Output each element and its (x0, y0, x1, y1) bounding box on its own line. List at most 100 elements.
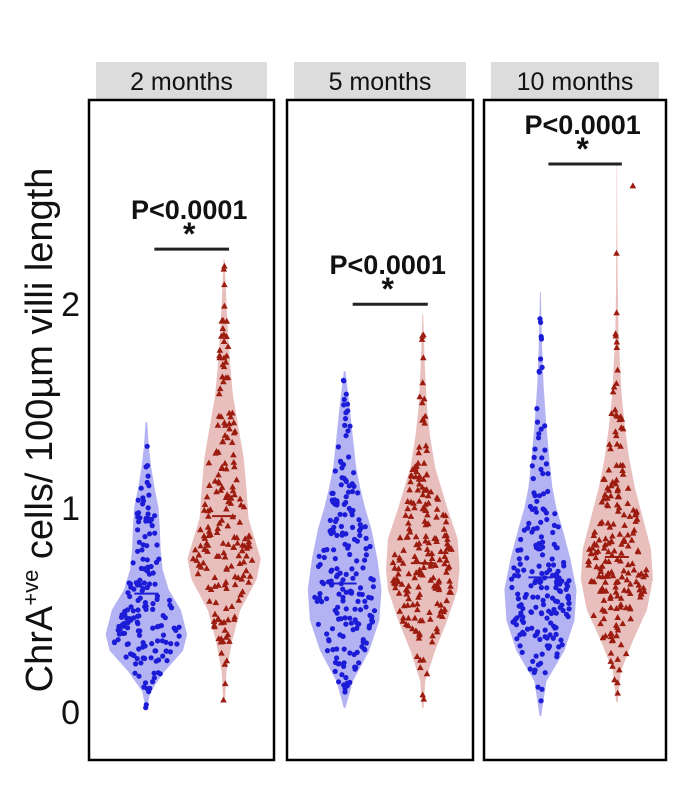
treated-point (413, 462, 420, 469)
control-point (151, 670, 157, 676)
treated-point (245, 578, 252, 585)
control-point (351, 470, 357, 476)
treated-point (212, 599, 220, 606)
treated-point (226, 420, 233, 427)
treated-point (405, 622, 412, 629)
treated-point (223, 565, 230, 572)
treated-point (444, 540, 451, 547)
control-point (536, 431, 542, 437)
control-point (370, 584, 376, 590)
treated-point (614, 578, 622, 585)
treated-point (441, 606, 448, 612)
treated-point (600, 597, 608, 603)
control-point (121, 630, 128, 636)
control-point (338, 482, 344, 488)
treated-point (642, 571, 650, 578)
control-point (538, 610, 545, 616)
treated-point (240, 503, 248, 510)
treated-point (597, 564, 604, 571)
panel-strip (491, 62, 659, 100)
control-point (328, 527, 334, 534)
control-point (336, 591, 342, 597)
panel-1: 2 months *P<0.0001 (87, 62, 276, 762)
treated-point (219, 539, 227, 546)
treated-point (617, 594, 625, 601)
treated-point (201, 545, 209, 552)
treated-point (618, 549, 625, 556)
treated-point (411, 614, 419, 621)
control-point (551, 606, 557, 613)
treated-point (240, 558, 248, 565)
treated-point (218, 516, 226, 523)
treated-point (612, 480, 620, 487)
treated-point (600, 475, 607, 482)
control-point (566, 606, 572, 612)
treated-point (422, 442, 430, 449)
treated-point (418, 335, 426, 342)
treated-point (624, 542, 632, 549)
treated-point (418, 399, 426, 406)
treated-point (224, 616, 232, 623)
control-point (529, 569, 535, 575)
control-point (533, 509, 540, 515)
control-point (348, 589, 355, 595)
treated-point (604, 494, 611, 501)
panel-title: 2 months (130, 68, 233, 96)
control-point (138, 485, 144, 491)
treated-point (420, 459, 428, 466)
control-point (312, 594, 318, 600)
treated-point (443, 557, 450, 563)
control-point (144, 443, 150, 449)
control-point (553, 610, 559, 616)
y-tick-label: 1 (61, 490, 80, 528)
treated-point (402, 511, 409, 518)
treated-point (448, 546, 455, 552)
control-point (545, 471, 551, 477)
control-point (350, 627, 356, 633)
treated-point (417, 664, 424, 671)
treated-point (411, 504, 418, 511)
treated-point (435, 586, 443, 593)
treated-point (595, 536, 603, 543)
treated-point (405, 570, 413, 577)
control-point (337, 570, 343, 576)
treated-point (215, 471, 222, 478)
treated-point (616, 530, 624, 537)
control-point (515, 573, 522, 579)
control-point (340, 594, 346, 600)
treated-point (225, 541, 232, 547)
treated-point (213, 529, 221, 535)
control-point (538, 534, 545, 540)
control-point (515, 568, 521, 574)
control-point (534, 498, 540, 504)
treated-point (617, 461, 624, 468)
treated-point (435, 577, 443, 584)
control-point (130, 608, 136, 614)
control-point (319, 599, 325, 605)
treated-point (221, 660, 229, 667)
control-point (550, 635, 556, 641)
treated-point (215, 448, 222, 455)
treated-point (420, 354, 427, 361)
treated-point (446, 588, 453, 595)
control-point (144, 584, 150, 591)
treated-point (214, 525, 222, 532)
treated-point (194, 570, 202, 577)
control-point (154, 542, 160, 548)
treated-point (425, 539, 433, 546)
treated-point (609, 662, 616, 669)
treated-point (405, 519, 412, 526)
panel-frame (285, 98, 475, 762)
treated-point (201, 501, 209, 507)
treated-point (237, 501, 245, 508)
treated-point (416, 472, 423, 479)
treated-point (419, 379, 426, 386)
control-point (334, 610, 340, 616)
treated-point (415, 593, 422, 600)
treated-point (189, 555, 197, 562)
treated-point (602, 632, 609, 639)
treated-point (624, 531, 632, 538)
control-point (174, 641, 180, 647)
treated-point (246, 533, 253, 540)
control-point (532, 580, 538, 586)
